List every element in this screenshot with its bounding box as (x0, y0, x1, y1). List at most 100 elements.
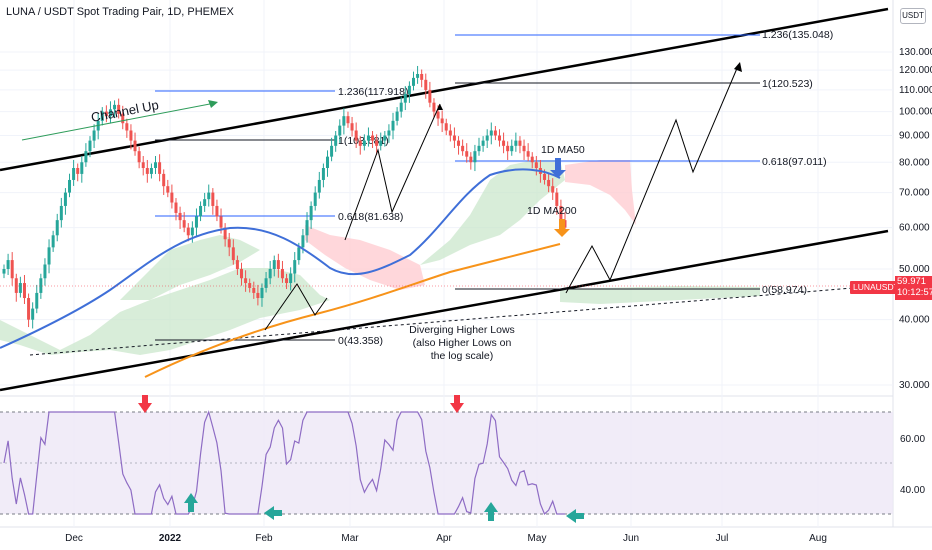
candle-body[interactable] (506, 145, 510, 152)
candle-body[interactable] (88, 140, 92, 152)
candle-body[interactable] (358, 140, 362, 146)
candle-body[interactable] (215, 205, 219, 217)
candle-body[interactable] (514, 140, 518, 146)
candle-body[interactable] (440, 118, 444, 124)
rsi-line[interactable] (3, 410, 565, 516)
candle-body[interactable] (297, 247, 301, 261)
candle-body[interactable] (477, 145, 481, 152)
candle-body[interactable] (182, 220, 186, 228)
candle-body[interactable] (133, 140, 137, 152)
candle-body[interactable] (510, 145, 514, 152)
candle-body[interactable] (432, 102, 436, 112)
candle-body[interactable] (485, 135, 489, 141)
candle-body[interactable] (240, 268, 244, 279)
candle-body[interactable] (416, 73, 420, 78)
candle-body[interactable] (362, 140, 366, 146)
candle-body[interactable] (18, 283, 22, 293)
candle-body[interactable] (235, 260, 239, 269)
candle-body[interactable] (391, 120, 395, 131)
candle-body[interactable] (170, 192, 174, 203)
candle-body[interactable] (68, 179, 72, 193)
candle-body[interactable] (547, 179, 551, 187)
candle-body[interactable] (436, 111, 440, 119)
candle-body[interactable] (317, 179, 321, 193)
candle-body[interactable] (252, 287, 256, 293)
candle-body[interactable] (51, 235, 55, 248)
candle-body[interactable] (448, 130, 452, 136)
candle-body[interactable] (100, 111, 104, 121)
candle-body[interactable] (59, 205, 63, 221)
candle-body[interactable] (256, 292, 260, 299)
candle-body[interactable] (227, 239, 231, 248)
candle-body[interactable] (461, 145, 465, 152)
candle-body[interactable] (518, 140, 522, 146)
time-axis[interactable]: Dec 2022 Feb Mar Apr May Jun Jul Aug (65, 533, 827, 544)
candle-body[interactable] (223, 227, 227, 240)
candle-body[interactable] (424, 79, 428, 90)
candle-body[interactable] (6, 260, 10, 269)
candle-body[interactable] (502, 140, 506, 146)
candle-body[interactable] (2, 268, 6, 274)
candle-body[interactable] (63, 192, 67, 206)
candle-body[interactable] (399, 102, 403, 112)
candle-body[interactable] (309, 205, 313, 221)
candle-body[interactable] (166, 186, 170, 193)
candle-body[interactable] (452, 135, 456, 141)
candle-body[interactable] (473, 151, 477, 163)
candle-body[interactable] (162, 173, 166, 187)
candle-body[interactable] (199, 205, 203, 217)
candle-body[interactable] (43, 264, 47, 279)
projection-path[interactable] (565, 65, 739, 294)
candle-body[interactable] (305, 220, 309, 236)
candle-body[interactable] (334, 135, 338, 146)
candle-body[interactable] (117, 104, 121, 114)
candle-body[interactable] (301, 235, 305, 248)
candle-body[interactable] (330, 145, 334, 157)
candle-body[interactable] (268, 268, 272, 279)
candle-body[interactable] (244, 278, 248, 284)
candle-body[interactable] (149, 168, 153, 174)
candle-body[interactable] (444, 123, 448, 131)
candle-body[interactable] (260, 287, 264, 299)
candle-body[interactable] (72, 168, 76, 180)
candle-body[interactable] (526, 151, 530, 157)
candle-body[interactable] (264, 278, 268, 288)
candle-body[interactable] (141, 162, 145, 169)
candle-body[interactable] (407, 85, 411, 95)
candle-body[interactable] (14, 278, 18, 293)
candle-body[interactable] (174, 202, 178, 213)
candle-body[interactable] (276, 260, 280, 269)
candle-body[interactable] (387, 130, 391, 136)
candle-body[interactable] (280, 268, 284, 279)
candle-body[interactable] (154, 162, 158, 169)
candle-body[interactable] (211, 192, 215, 206)
candle-body[interactable] (137, 151, 141, 163)
candle-body[interactable] (219, 216, 223, 228)
candle-body[interactable] (104, 111, 108, 117)
candle-body[interactable] (10, 260, 14, 279)
channel-lower-line[interactable] (0, 229, 889, 392)
candle-body[interactable] (534, 162, 538, 169)
channel-upper-line[interactable] (0, 7, 889, 172)
candle-body[interactable] (145, 168, 149, 174)
candle-body[interactable] (39, 278, 43, 293)
candle-body[interactable] (469, 156, 473, 163)
ma200-line[interactable] (144, 243, 561, 378)
candle-body[interactable] (493, 130, 497, 136)
candle-body[interactable] (497, 135, 501, 141)
candle-body[interactable] (27, 298, 31, 320)
candle-body[interactable] (113, 104, 117, 110)
candle-body[interactable] (272, 260, 276, 269)
candle-body[interactable] (551, 186, 555, 193)
candle-body[interactable] (47, 247, 51, 265)
candle-body[interactable] (555, 192, 559, 206)
candle-body[interactable] (129, 130, 133, 141)
candle-body[interactable] (321, 168, 325, 180)
candle-body[interactable] (354, 130, 358, 141)
candle-body[interactable] (395, 111, 399, 121)
candle-body[interactable] (194, 216, 198, 228)
candle-body[interactable] (55, 220, 59, 236)
candle-body[interactable] (248, 283, 252, 288)
candle-body[interactable] (489, 130, 493, 136)
